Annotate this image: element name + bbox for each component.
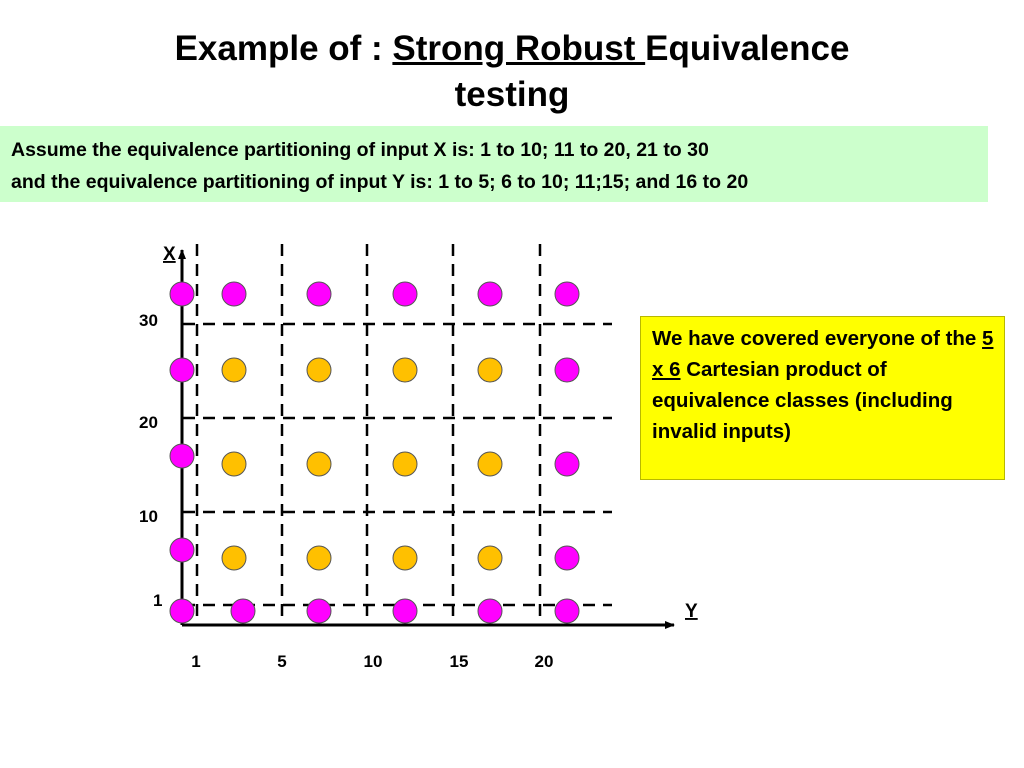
- x-tick-10: 10: [139, 507, 158, 526]
- test-point-valid-r3-c2: [221, 451, 247, 477]
- test-point-invalid-r3-c1: [169, 443, 195, 469]
- title-prefix: Example of :: [174, 29, 393, 68]
- x-tick-20: 20: [139, 413, 158, 432]
- title-underlined: Strong Robust: [392, 29, 646, 68]
- test-point-valid-r4-c2: [221, 545, 247, 571]
- test-point-invalid-r5-c3: [306, 598, 332, 624]
- coverage-note: We have covered everyone of the 5 x 6 Ca…: [640, 316, 1005, 480]
- test-point-invalid-r1-c6: [554, 281, 580, 307]
- test-point-invalid-r4-c6: [554, 545, 580, 571]
- test-point-invalid-r5-c6: [554, 598, 580, 624]
- test-point-invalid-r5-c2: [230, 598, 256, 624]
- note-text-1: We have covered everyone of the: [652, 327, 983, 350]
- test-point-invalid-r1-c4: [392, 281, 418, 307]
- test-point-invalid-r2-c6: [554, 357, 580, 383]
- test-point-valid-r3-c3: [306, 451, 332, 477]
- y-axis-label: Y: [685, 601, 698, 622]
- test-point-valid-r3-c4: [392, 451, 418, 477]
- title-line-2: testing: [454, 75, 570, 114]
- x-axis-label: X: [163, 244, 176, 265]
- test-point-invalid-r5-c4: [392, 598, 418, 624]
- test-point-valid-r3-c5: [477, 451, 503, 477]
- title-rest: Equivalence: [645, 29, 850, 68]
- y-tick-5: 5: [277, 652, 286, 671]
- title-line-1: Example of : Strong Robust Equivalence: [0, 26, 1024, 72]
- test-point-valid-r2-c5: [477, 357, 503, 383]
- test-point-valid-r2-c2: [221, 357, 247, 383]
- x-tick-30: 30: [139, 311, 158, 330]
- x-tick-labels: 30 20 10 1: [139, 311, 162, 610]
- assumption-line-2: and the equivalence partitioning of inpu…: [11, 171, 749, 193]
- y-tick-labels: 1 5 10 15 20: [191, 652, 553, 671]
- test-point-invalid-r1-c5: [477, 281, 503, 307]
- test-point-valid-r4-c5: [477, 545, 503, 571]
- test-point-invalid-r5-c1: [169, 598, 195, 624]
- y-tick-20: 20: [535, 652, 554, 671]
- partition-lines: [183, 244, 612, 620]
- y-tick-15: 15: [450, 652, 469, 671]
- test-point-invalid-r4-c1: [169, 537, 195, 563]
- note-underlined: 5 x 6: [652, 327, 994, 381]
- test-point-valid-r4-c3: [306, 545, 332, 571]
- test-point-invalid-r1-c2: [221, 281, 247, 307]
- test-point-invalid-r5-c5: [477, 598, 503, 624]
- x-tick-1: 1: [153, 591, 162, 610]
- test-point-invalid-r2-c1: [169, 357, 195, 383]
- slide-title: Example of : Strong Robust Equivalence t…: [0, 26, 1024, 118]
- test-point-valid-r2-c3: [306, 357, 332, 383]
- test-point-invalid-r1-c3: [306, 281, 332, 307]
- assumption-box: Assume the equivalence partitioning of i…: [0, 126, 988, 202]
- y-tick-1: 1: [191, 652, 200, 671]
- test-point-invalid-r1-c1: [169, 281, 195, 307]
- test-point-invalid-r3-c6: [554, 451, 580, 477]
- test-point-valid-r4-c4: [392, 545, 418, 571]
- test-points: [169, 281, 580, 624]
- y-tick-10: 10: [364, 652, 383, 671]
- assumption-line-1: Assume the equivalence partitioning of i…: [11, 139, 709, 161]
- note-text-2: Cartesian product of equivalence classes…: [652, 358, 953, 443]
- test-point-valid-r2-c4: [392, 357, 418, 383]
